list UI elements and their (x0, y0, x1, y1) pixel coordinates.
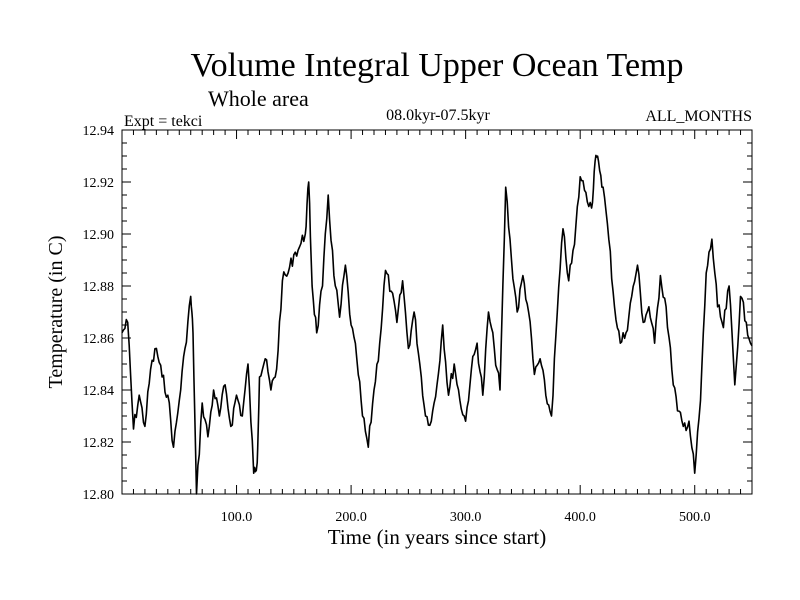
period-label: 08.0kyr-07.5kyr (386, 107, 490, 124)
y-tick-label: 12.84 (83, 384, 115, 399)
x-axis-label: Time (in years since start) (328, 525, 547, 549)
y-tick-label: 12.92 (83, 176, 115, 191)
y-tick-label: 12.82 (83, 436, 115, 451)
plot-area: 100.0 200.0 300.0 400.0 500.0 12.80 12.82 12.84… (83, 124, 753, 525)
chart-title: Volume Integral Upper Ocean Temp (191, 47, 684, 84)
months-label: ALL_MONTHS (645, 108, 752, 125)
experiment-label: Expt = tekci (124, 113, 203, 130)
y-tick-label: 12.94 (83, 124, 115, 139)
x-tick-label: 100.0 (221, 510, 253, 525)
y-tick-label: 12.88 (83, 280, 115, 295)
y-tick-label: 12.90 (83, 228, 115, 243)
x-tick-label: 200.0 (335, 510, 367, 525)
ticks-layer (122, 129, 752, 495)
temperature-series-line (121, 154, 753, 495)
y-axis-label: Temperature (in C) (45, 236, 67, 389)
y-tick-label: 12.80 (83, 488, 115, 503)
x-tick-label: 300.0 (450, 510, 482, 525)
x-tick-label: 500.0 (679, 510, 711, 525)
x-tick-label: 400.0 (564, 510, 596, 525)
y-tick-label: 12.86 (83, 332, 115, 347)
chart-subtitle: Whole area (208, 86, 309, 111)
tick-labels: 100.0 200.0 300.0 400.0 500.0 12.80 12.82 12.84… (83, 124, 711, 525)
